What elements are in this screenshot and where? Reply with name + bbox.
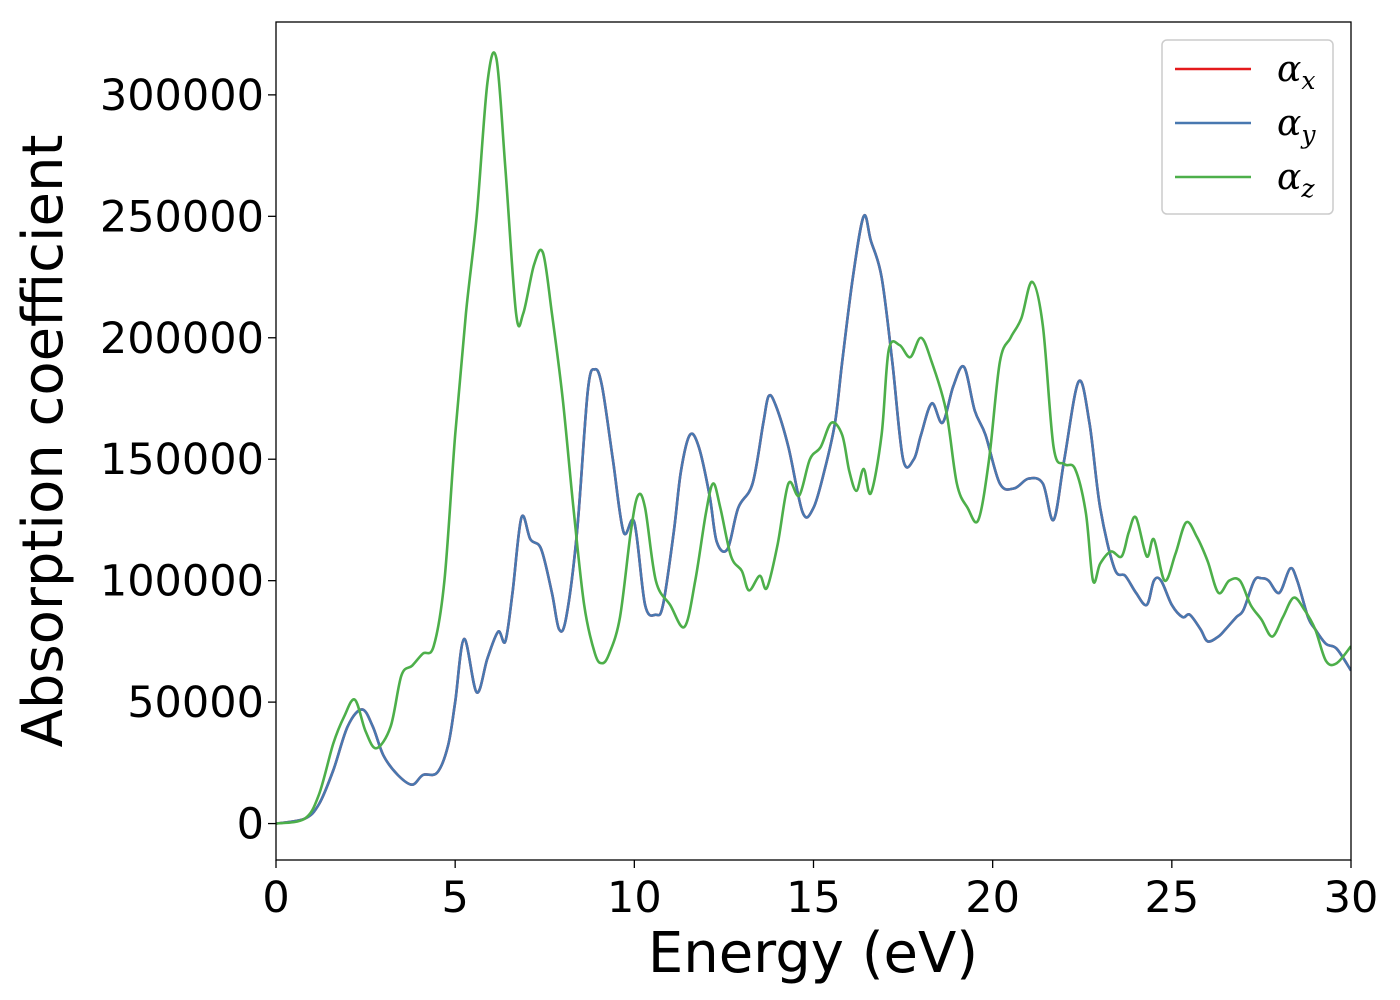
x-tick-label: 30: [1324, 873, 1379, 923]
y-tick-label: 300000: [100, 71, 264, 121]
series-line-y: [276, 213, 1351, 825]
y-tick-label: 200000: [100, 314, 264, 364]
legend: αx αy αz: [1161, 39, 1334, 215]
series-line-z: [276, 51, 1351, 825]
y-axis-ticks: 0 50000 100000 150000 200000 250000 300000: [100, 71, 276, 850]
x-tick-label: 5: [441, 873, 468, 923]
legend-label-x: αx: [1277, 49, 1315, 95]
legend-box: [1161, 39, 1334, 215]
y-tick-label: 150000: [100, 435, 264, 485]
series-lines: [276, 51, 1351, 825]
series-line-x: [276, 213, 1351, 825]
y-tick-label: 50000: [127, 678, 264, 728]
y-tick-label: 250000: [100, 192, 264, 242]
y-tick-label: 0: [237, 800, 264, 850]
y-tick-label: 100000: [100, 557, 264, 607]
x-tick-label: 20: [965, 873, 1020, 923]
x-axis-ticks: 0 5 10 15 20 25 30: [262, 860, 1378, 923]
y-axis-title: Absorption coefficient: [11, 135, 76, 748]
x-tick-label: 0: [262, 873, 289, 923]
x-tick-label: 10: [607, 873, 662, 923]
x-tick-label: 15: [786, 873, 841, 923]
x-tick-label: 25: [1144, 873, 1199, 923]
legend-label-y: αy: [1277, 103, 1316, 149]
legend-label-z: αz: [1277, 157, 1315, 203]
x-axis-title: Energy (eV): [648, 921, 978, 986]
